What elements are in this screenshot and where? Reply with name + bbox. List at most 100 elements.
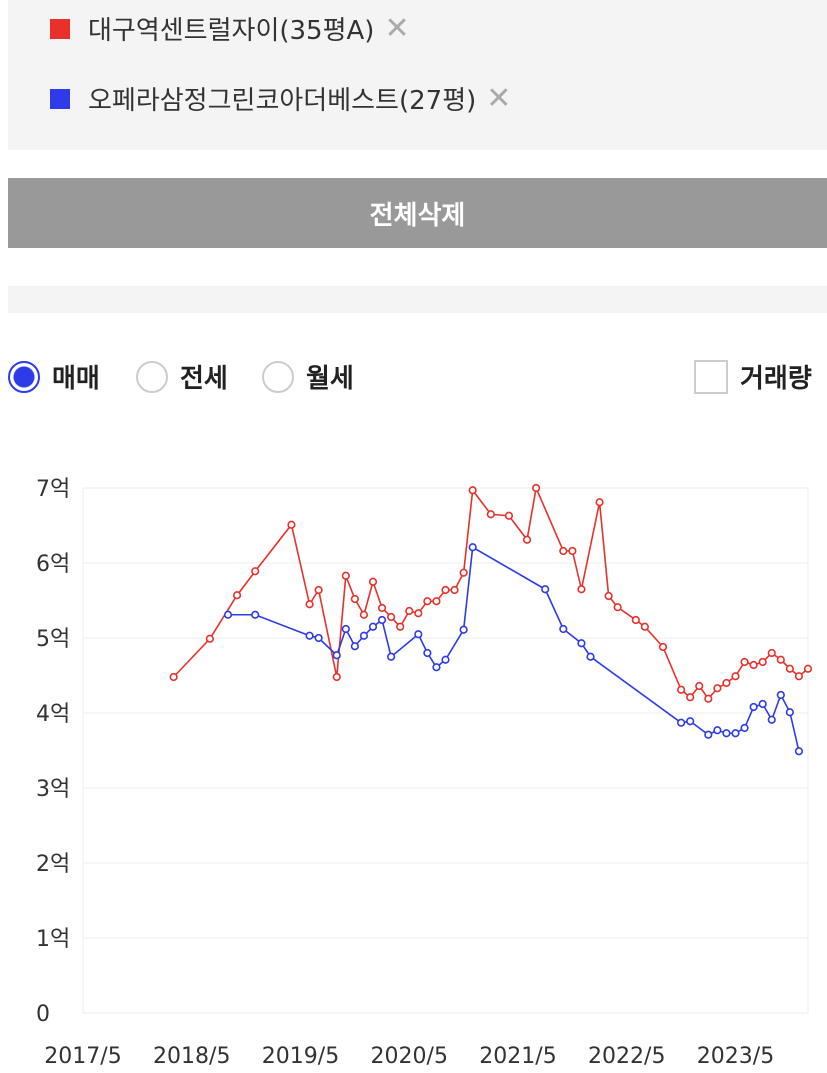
- data-point: [169, 672, 178, 682]
- data-point: [305, 631, 314, 640]
- data-point: [686, 717, 695, 726]
- data-point: [695, 681, 704, 691]
- data-point: [658, 642, 668, 652]
- data-point: [504, 511, 514, 520]
- data-point: [432, 597, 441, 606]
- x-tick-label: 2021/5: [479, 1044, 556, 1069]
- data-point: [595, 498, 604, 507]
- data-point: [794, 747, 804, 756]
- data-point: [423, 597, 432, 606]
- button-label: 전체삭제: [369, 200, 466, 231]
- radio-label: 매매: [52, 364, 100, 394]
- x-tick-label: 2019/5: [262, 1044, 339, 1069]
- data-point: [332, 651, 341, 660]
- data-point: [613, 603, 622, 612]
- data-point: [459, 625, 468, 634]
- data-point: [432, 663, 441, 672]
- data-point: [532, 483, 541, 493]
- data-point: [722, 678, 731, 688]
- data-point: [568, 546, 577, 556]
- y-tick-label: 4억: [36, 702, 70, 727]
- radio[interactable]: [8, 360, 40, 393]
- data-point: [677, 718, 686, 727]
- checkbox[interactable]: [694, 359, 728, 394]
- legend-item[interactable]: 오페라삼정그린코아더베스트(27평) ✕: [50, 80, 511, 117]
- data-point: [767, 648, 776, 658]
- radio-option[interactable]: 매매: [8, 358, 100, 395]
- x-tick-label: 2022/5: [588, 1044, 665, 1069]
- y-tick-label: 6억: [36, 552, 70, 577]
- series-line: [173, 485, 809, 701]
- radio-label: 월세: [306, 364, 354, 394]
- data-point: [604, 591, 613, 601]
- data-point: [350, 594, 359, 604]
- delete-all-button[interactable]: 전체삭제: [8, 178, 827, 248]
- radio-option[interactable]: 월세: [262, 358, 354, 395]
- data-point: [314, 633, 323, 643]
- data-point: [332, 672, 341, 682]
- radio-option[interactable]: 전세: [136, 358, 228, 395]
- x-tick-label: 2018/5: [153, 1044, 230, 1069]
- data-point: [704, 694, 713, 703]
- data-point: [776, 690, 785, 700]
- data-point: [287, 520, 296, 529]
- data-point: [640, 622, 649, 631]
- data-point: [305, 600, 314, 609]
- legend-item[interactable]: 대구역센트럴자이(35평A) ✕: [50, 10, 410, 47]
- data-point: [359, 631, 369, 640]
- data-point: [251, 610, 260, 619]
- data-point: [740, 723, 749, 733]
- radio[interactable]: [262, 360, 294, 393]
- data-point: [450, 585, 459, 595]
- data-point: [387, 652, 396, 661]
- data-point: [559, 624, 568, 634]
- data-point: [704, 730, 713, 739]
- data-point: [631, 615, 640, 625]
- divider: [8, 286, 827, 313]
- data-point: [749, 660, 758, 670]
- data-point: [368, 577, 378, 586]
- data-point: [767, 715, 776, 724]
- y-tick-label: 1억: [36, 927, 70, 952]
- data-point: [223, 610, 233, 619]
- legend-swatch: [50, 18, 70, 39]
- plot-frame: [82, 487, 809, 1014]
- data-point: [377, 615, 387, 625]
- data-point: [758, 657, 767, 667]
- data-point: [359, 610, 369, 619]
- y-tick-label: 2억: [36, 852, 70, 877]
- data-point: [232, 591, 242, 600]
- x-tick-label: 2017/5: [44, 1044, 121, 1069]
- data-point: [414, 630, 423, 639]
- series-line: [228, 545, 800, 752]
- legend-box: [8, 0, 827, 150]
- y-tick-label: 0: [36, 1002, 50, 1027]
- data-point: [785, 664, 794, 673]
- chart: 0 1억 2억 3억 4억 5억 6억 7억 2017/5 2018/5 2019/5 2020/5 2…: [36, 477, 813, 1069]
- data-point: [586, 652, 595, 661]
- data-point: [350, 642, 359, 651]
- data-point: [577, 585, 586, 594]
- checkbox-option[interactable]: 거래량: [694, 358, 812, 395]
- y-tick-label: 7억: [36, 477, 70, 502]
- remove-icon[interactable]: ✕: [486, 81, 512, 116]
- radio-label: 전세: [180, 364, 228, 394]
- radio[interactable]: [136, 360, 168, 393]
- x-tick-label: 2023/5: [697, 1044, 774, 1069]
- data-point: [468, 486, 477, 495]
- data-point: [785, 708, 794, 717]
- remove-icon[interactable]: ✕: [384, 11, 410, 46]
- data-point: [405, 606, 414, 616]
- legend-label: 오페라삼정그린코아더베스트(27평): [88, 86, 477, 116]
- data-point: [749, 702, 758, 712]
- data-point: [776, 655, 785, 664]
- data-point: [686, 693, 695, 702]
- data-point: [803, 664, 813, 673]
- data-point: [441, 655, 450, 664]
- data-point: [677, 685, 686, 694]
- data-point: [468, 543, 477, 552]
- data-point: [368, 622, 378, 631]
- data-point: [341, 571, 350, 580]
- data-point: [396, 622, 405, 631]
